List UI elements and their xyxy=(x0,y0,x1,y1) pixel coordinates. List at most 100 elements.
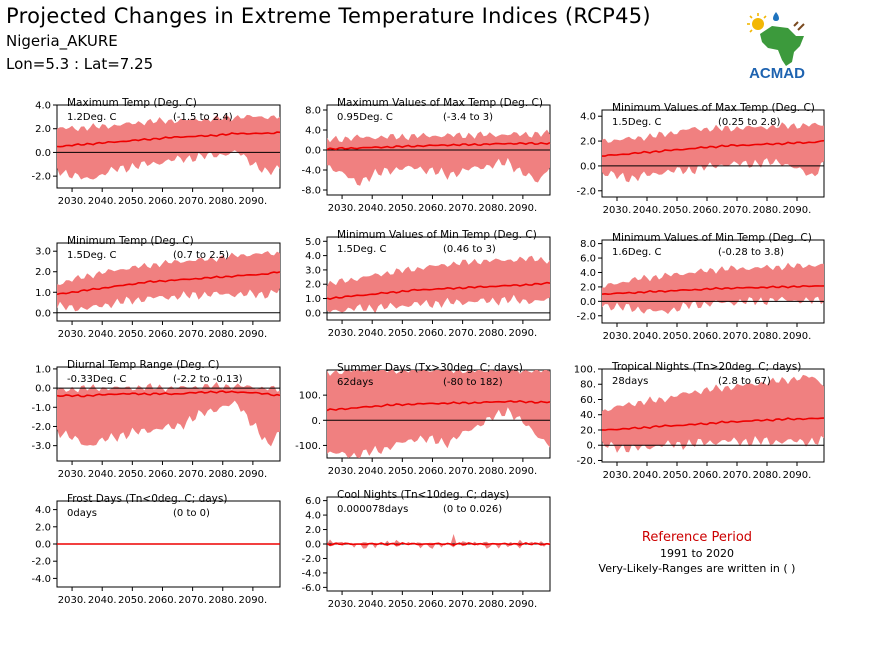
y-tick-label: 8.0 xyxy=(580,239,596,250)
y-tick-label: 4.0 xyxy=(305,511,321,522)
x-tick-label: 2060. xyxy=(418,599,447,610)
y-tick-label: 0.0 xyxy=(35,308,51,319)
x-tick-label: 2040. xyxy=(88,329,117,340)
panel-title: Cool Nights (Tn<10deg. C; days) xyxy=(337,489,509,501)
chart-panel-4: 3.0 2.0 1.0 0.0 2030. 2040. 2050. 2060. 2070. 208… xyxy=(35,235,281,340)
mean-series-line xyxy=(601,417,825,431)
y-tick-label: 0. xyxy=(586,441,596,452)
chart-panel-10: 4.0 2.0 0.0 -2.0 -4.0 2030. 2040. 2050. 2060. 207… xyxy=(31,493,281,606)
mean-series-line xyxy=(602,139,825,157)
x-tick-label: 2030. xyxy=(328,466,357,477)
likely-range-label: (0 to 0.026) xyxy=(443,504,502,515)
y-tick-label: 2.0 xyxy=(35,124,51,135)
location-label: Nigeria_AKURE xyxy=(6,32,118,50)
panel-title: Minimum Values of Min Temp (Deg. C) xyxy=(337,229,537,241)
mean-series-line xyxy=(326,141,551,151)
ranges-note: Very-Likely-Ranges are written in ( ) xyxy=(598,562,796,575)
likely-range-label: (-0.28 to 3.8) xyxy=(718,247,784,258)
x-tick-label: 2090. xyxy=(239,196,268,207)
y-tick-label: 60. xyxy=(580,395,596,406)
x-tick-label: 2090. xyxy=(239,469,268,480)
range-band xyxy=(327,534,550,549)
x-tick-label: 2050. xyxy=(663,331,692,342)
panel-title: Minimum Temp (Deg. C) xyxy=(67,235,194,247)
reference-note: Reference Period 1991 to 2020 Very-Likel… xyxy=(582,530,812,575)
y-tick-label: 1.0 xyxy=(35,288,51,299)
x-tick-label: 2080. xyxy=(208,469,237,480)
likely-range-label: (-2.2 to -0.13) xyxy=(173,374,243,385)
y-tick-label: 0.0 xyxy=(305,146,321,157)
x-tick-label: 2070. xyxy=(178,595,207,606)
x-tick-label: 2050. xyxy=(388,328,417,339)
y-tick-label: 2.0 xyxy=(305,280,321,291)
x-tick-label: 2060. xyxy=(418,466,447,477)
x-tick-label: 2040. xyxy=(358,328,387,339)
x-tick-label: 2030. xyxy=(58,595,87,606)
panel-title: Maximum Temp (Deg. C) xyxy=(67,97,197,109)
x-tick-label: 2060. xyxy=(693,331,722,342)
range-band xyxy=(327,255,550,314)
acmad-logo: ACMAD xyxy=(747,12,805,82)
y-tick-label: 2.0 xyxy=(580,282,596,293)
x-tick-label: 2070. xyxy=(178,469,207,480)
x-tick-label: 2070. xyxy=(448,466,477,477)
y-tick-label: 4.0 xyxy=(35,101,51,112)
y-tick-label: 40. xyxy=(580,410,596,421)
panel-title: Minimum Values of Max Temp (Deg. C) xyxy=(612,102,815,114)
likely-range-label: (-1.5 to 2.4) xyxy=(173,112,233,123)
x-tick-label: 2070. xyxy=(723,470,752,481)
range-band xyxy=(327,129,550,186)
range-band xyxy=(602,122,824,183)
x-tick-label: 2030. xyxy=(58,469,87,480)
y-tick-label: 0.0 xyxy=(305,540,321,551)
x-tick-label: 2090. xyxy=(509,599,538,610)
x-tick-label: 2090. xyxy=(239,329,268,340)
range-band xyxy=(327,370,550,458)
mean-series-line xyxy=(56,390,281,398)
x-tick-label: 2060. xyxy=(693,470,722,481)
y-tick-label: 2.0 xyxy=(305,525,321,536)
x-tick-label: 2040. xyxy=(633,205,662,216)
y-tick-label: 0.0 xyxy=(35,148,51,159)
x-tick-label: 2030. xyxy=(603,470,632,481)
range-band xyxy=(602,374,824,453)
x-tick-label: 2030. xyxy=(58,196,87,207)
mean-change-label: 1.6Deg. C xyxy=(612,247,661,258)
x-tick-label: 2040. xyxy=(88,469,117,480)
panel-title: Tropical Nights (Tn>20deg. C; days) xyxy=(611,361,801,373)
y-tick-label: 20. xyxy=(580,425,596,436)
page-title: Projected Changes in Extreme Temperature… xyxy=(6,4,651,28)
x-tick-label: 2050. xyxy=(388,466,417,477)
y-tick-label: -2.0 xyxy=(31,557,51,568)
y-tick-label: 6.0 xyxy=(305,496,321,507)
coordinates-label: Lon=5.3 : Lat=7.25 xyxy=(6,55,154,73)
y-tick-label: -100. xyxy=(295,441,321,452)
x-tick-label: 2030. xyxy=(328,599,357,610)
mean-change-label: 28days xyxy=(612,376,648,387)
y-tick-label: -2.0 xyxy=(301,554,321,565)
panel-title: Frost Days (Tn<0deg. C; days) xyxy=(67,493,227,505)
y-tick-label: 0.0 xyxy=(580,161,596,172)
x-tick-label: 2060. xyxy=(418,328,447,339)
y-tick-label: 4.0 xyxy=(580,268,596,279)
x-tick-label: 2040. xyxy=(358,466,387,477)
panel-title: Maximum Values of Max Temp (Deg. C) xyxy=(337,97,543,109)
y-tick-label: 8.0 xyxy=(305,106,321,117)
x-tick-label: 2040. xyxy=(358,203,387,214)
y-tick-label: 0.0 xyxy=(580,297,596,308)
y-tick-label: -2.0 xyxy=(576,186,596,197)
x-tick-label: 2080. xyxy=(478,328,507,339)
x-tick-label: 2070. xyxy=(448,328,477,339)
y-tick-label: -1.0 xyxy=(31,403,51,414)
mean-change-label: 0.000078days xyxy=(337,504,408,515)
x-tick-label: 2060. xyxy=(693,205,722,216)
x-tick-label: 2070. xyxy=(723,205,752,216)
mean-series-line xyxy=(326,281,551,300)
y-tick-label: 0.0 xyxy=(35,384,51,395)
y-tick-label: -2.0 xyxy=(576,311,596,322)
